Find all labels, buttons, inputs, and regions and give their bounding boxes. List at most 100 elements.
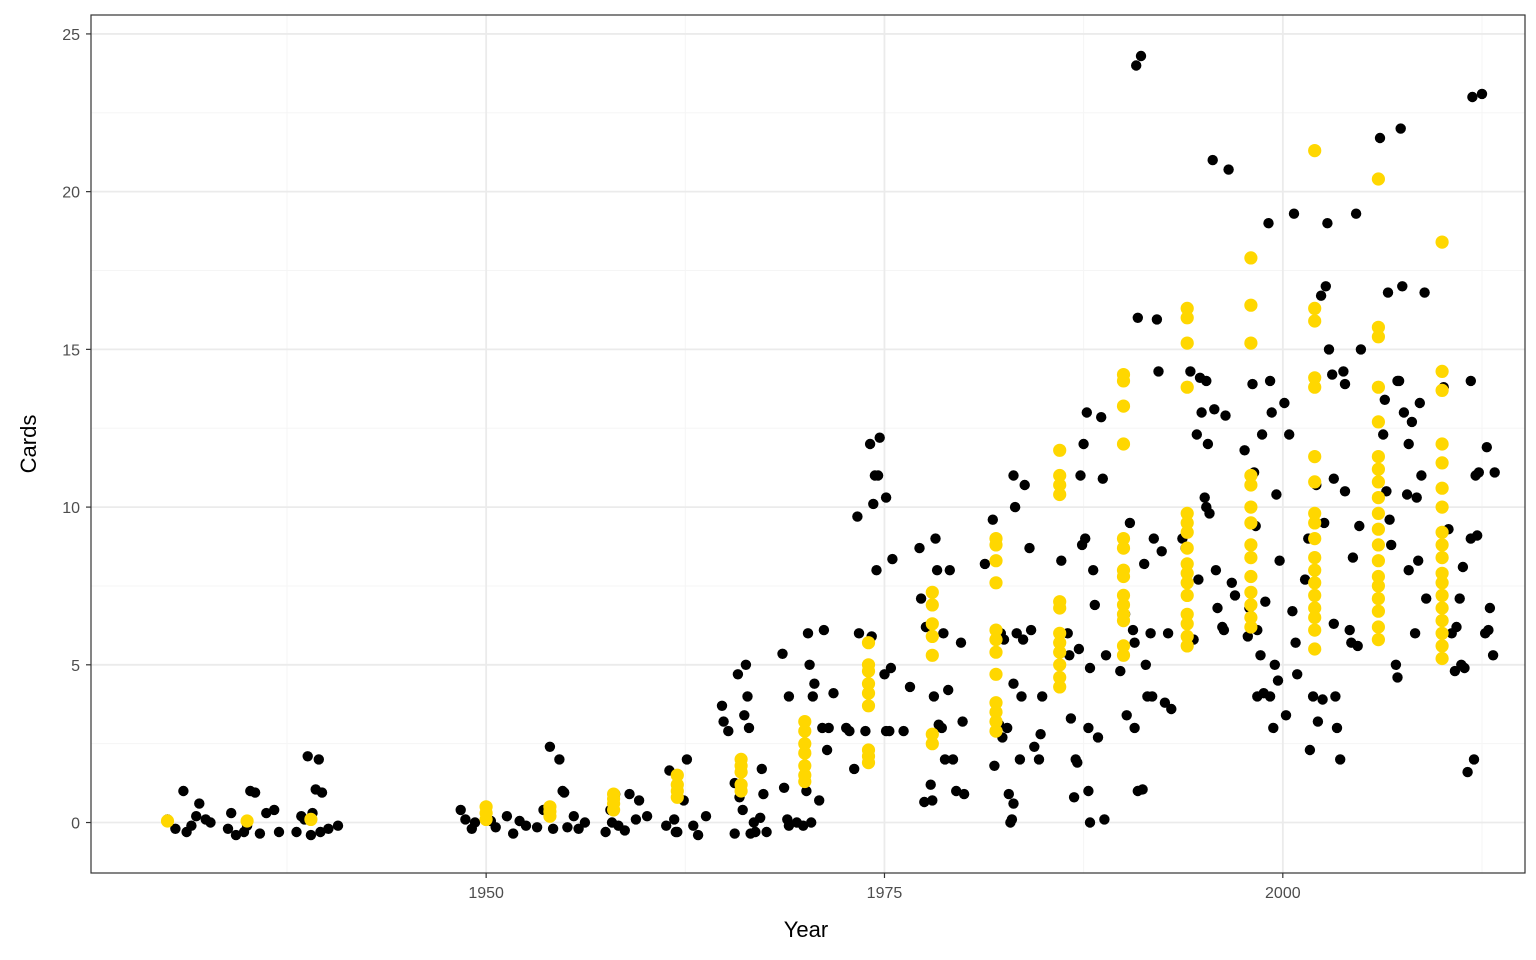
data-point <box>1398 407 1410 418</box>
data-point <box>951 785 962 797</box>
data-point <box>1244 336 1258 350</box>
data-point <box>681 754 693 765</box>
data-point <box>1338 366 1349 377</box>
data-point <box>925 727 939 741</box>
data-point <box>531 822 543 833</box>
data-point <box>1011 628 1022 639</box>
data-point <box>872 470 884 481</box>
data-point <box>1390 659 1402 670</box>
data-point <box>305 829 317 841</box>
data-point <box>1201 375 1212 387</box>
data-point <box>1244 251 1258 265</box>
data-point <box>936 722 947 734</box>
data-point <box>898 725 909 737</box>
data-point <box>1435 651 1449 666</box>
data-point <box>861 636 876 650</box>
data-point <box>1350 208 1362 219</box>
data-point <box>1116 639 1131 653</box>
data-point <box>1017 634 1029 645</box>
data-point <box>885 662 897 674</box>
data-point <box>1131 60 1142 71</box>
data-point <box>269 804 280 816</box>
data-point <box>1244 538 1258 552</box>
data-point <box>1308 623 1322 637</box>
data-point <box>1317 694 1328 705</box>
data-point <box>1025 624 1037 636</box>
data-point <box>302 751 313 762</box>
data-point <box>861 677 876 691</box>
data-point <box>925 648 939 662</box>
data-point <box>1371 491 1385 505</box>
data-point <box>1378 429 1389 440</box>
data-point <box>1196 407 1207 418</box>
data-point <box>607 792 621 806</box>
data-point <box>1084 662 1096 674</box>
data-point <box>1312 716 1324 727</box>
data-point <box>1223 164 1234 175</box>
data-point <box>861 756 876 770</box>
data-point <box>669 814 680 825</box>
data-point <box>806 817 817 828</box>
data-point <box>1002 722 1013 734</box>
data-point <box>1180 576 1194 590</box>
data-point <box>1078 438 1089 450</box>
data-point <box>761 826 772 838</box>
data-point <box>807 691 818 702</box>
data-point <box>460 814 471 825</box>
data-point <box>1180 617 1194 631</box>
data-point <box>1403 438 1414 450</box>
data-point <box>798 820 809 831</box>
data-point <box>160 814 175 828</box>
data-point <box>1199 492 1210 503</box>
data-point <box>798 774 812 789</box>
data-point <box>1244 585 1258 599</box>
data-point <box>925 779 936 790</box>
data-point <box>205 817 216 828</box>
data-point <box>1115 665 1126 677</box>
data-point <box>1371 604 1385 618</box>
data-point <box>1180 566 1194 580</box>
data-point <box>1088 565 1099 576</box>
data-point <box>798 759 812 773</box>
data-point <box>729 828 740 839</box>
data-point <box>1180 311 1194 325</box>
data-point <box>739 710 750 721</box>
data-point <box>919 796 930 808</box>
data-point <box>230 829 242 841</box>
data-point <box>1435 626 1449 640</box>
data-point <box>989 760 1000 771</box>
data-point <box>1371 380 1385 394</box>
data-point <box>1403 565 1414 576</box>
data-point <box>1212 602 1223 614</box>
data-point <box>1371 620 1385 634</box>
data-point <box>1371 172 1385 186</box>
y-tick-label: 0 <box>71 816 80 833</box>
data-point <box>1014 754 1026 765</box>
data-point <box>732 669 744 680</box>
data-point <box>1035 729 1046 740</box>
data-point <box>755 812 766 823</box>
y-tick-label: 25 <box>62 27 80 44</box>
data-point <box>1413 555 1424 566</box>
data-point <box>1374 132 1386 144</box>
data-point <box>1371 569 1385 584</box>
data-point <box>1484 602 1496 614</box>
data-point <box>1435 500 1449 514</box>
data-point <box>1308 588 1322 603</box>
data-point <box>1137 784 1148 795</box>
data-point <box>1435 588 1449 603</box>
data-point <box>958 788 970 800</box>
data-point <box>943 684 954 696</box>
data-point <box>1239 445 1250 456</box>
data-point <box>1024 542 1035 554</box>
data-point <box>1207 154 1218 166</box>
data-point <box>1308 576 1322 590</box>
data-point <box>1476 88 1488 100</box>
y-tick-label: 10 <box>62 500 80 517</box>
data-point <box>1099 814 1110 825</box>
data-point <box>547 823 559 834</box>
data-point <box>989 667 1003 681</box>
data-point <box>849 763 860 775</box>
data-point <box>1218 624 1230 636</box>
data-point <box>1116 399 1131 413</box>
